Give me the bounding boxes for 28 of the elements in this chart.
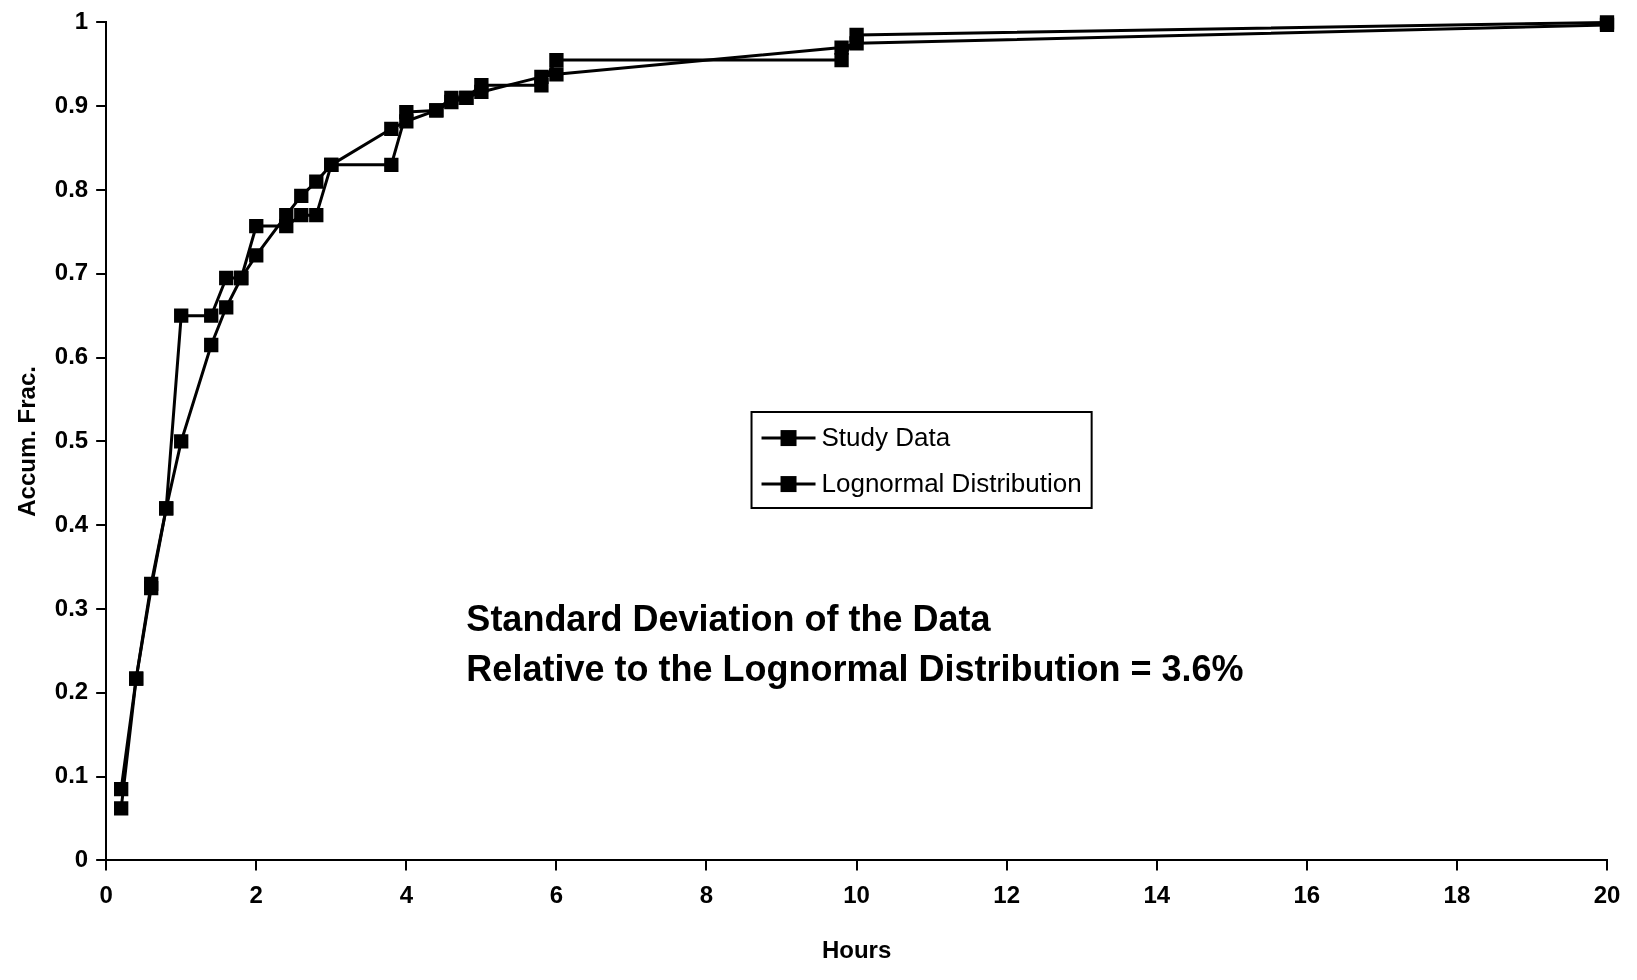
x-tick-label: 16	[1293, 881, 1321, 909]
annotation: Relative to the Lognormal Distribution = 3.6%	[466, 648, 1244, 690]
y-tick-label: 0	[74, 845, 89, 873]
y-tick-label: 0.4	[54, 509, 89, 537]
y-tick-label: 0.3	[54, 593, 89, 621]
x-tick-label: 18	[1443, 881, 1471, 909]
annotation: Standard Deviation of the Data	[466, 598, 992, 640]
y-tick-label: 0.9	[54, 90, 89, 118]
y-tick-label: 0.2	[54, 677, 89, 705]
x-tick-label: 6	[549, 881, 564, 909]
x-axis-title: Hours	[821, 936, 892, 964]
y-tick-label: 0.5	[54, 426, 89, 454]
x-tick-label: 4	[399, 881, 414, 909]
y-tick-label: 0.8	[54, 174, 89, 202]
x-tick-label: 2	[249, 881, 263, 909]
x-tick-label: 12	[993, 881, 1021, 909]
x-tick-label: 20	[1593, 881, 1621, 909]
y-tick-label: 0.6	[54, 342, 89, 370]
y-tick-label: 0.7	[54, 258, 89, 286]
y-tick-label: 0.1	[54, 761, 89, 789]
legend-label: Study Data	[821, 422, 951, 453]
legend-label: Lognormal Distribution	[821, 468, 1082, 499]
y-axis-title: Accum. Frac.	[13, 366, 41, 517]
y-tick-label: 1	[74, 7, 89, 35]
x-tick-label: 0	[99, 881, 113, 909]
x-tick-label: 8	[699, 881, 714, 909]
x-tick-label: 14	[1143, 881, 1171, 909]
x-tick-label: 10	[843, 881, 870, 909]
